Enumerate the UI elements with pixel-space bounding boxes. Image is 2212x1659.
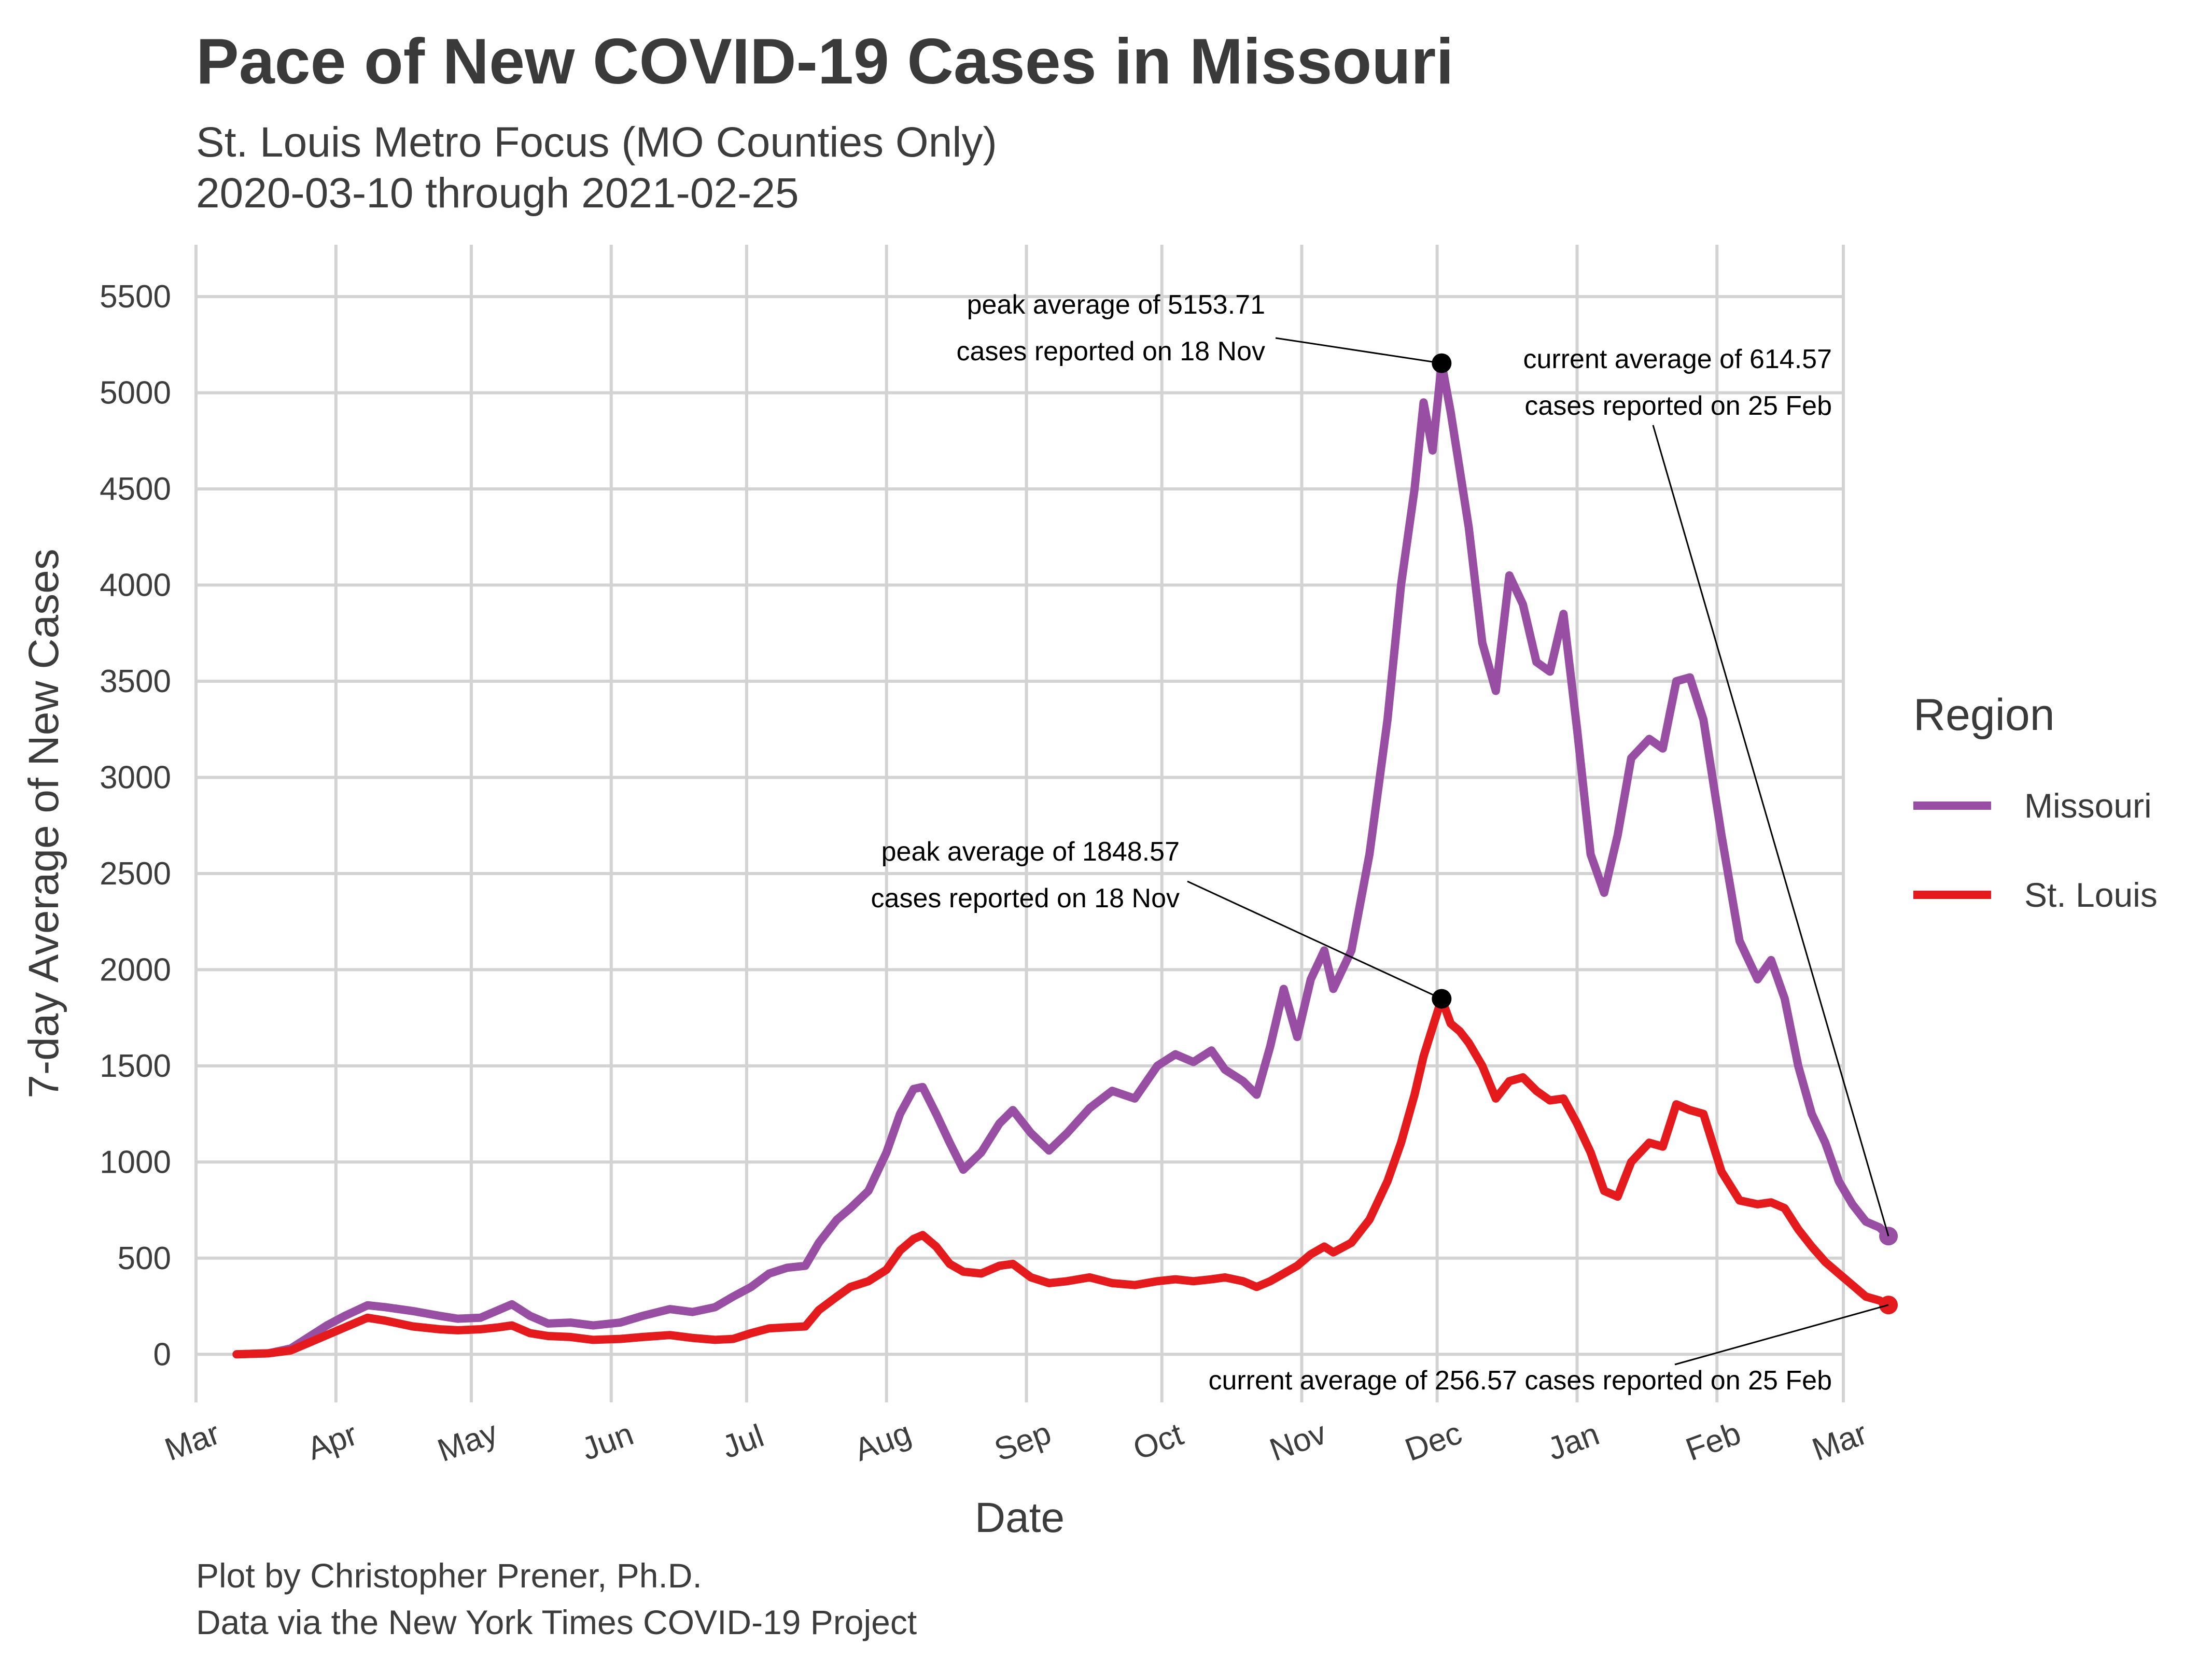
y-tick-label: 2500	[100, 856, 171, 892]
x-tick-label: Sep	[990, 1415, 1056, 1468]
y-tick-label: 0	[153, 1337, 171, 1372]
y-axis: 0 500 1000 1500 2000 2500 3000 3500 4000 4500 5000…	[100, 279, 171, 1372]
annotation-label: cases reported on 18 Nov	[871, 883, 1180, 913]
legend-key-st-louis	[1913, 891, 1991, 899]
x-tick-label: Jul	[718, 1418, 768, 1466]
annotation-label: peak average of 1848.57	[881, 837, 1180, 867]
chart-caption: Plot by Christopher Prener, Ph.D. Data v…	[196, 1552, 917, 1646]
caption-line-1: Plot by Christopher Prener, Ph.D.	[196, 1556, 702, 1595]
x-tick-label: Mar	[1808, 1415, 1872, 1468]
x-tick-label: Jun	[577, 1416, 638, 1467]
y-tick-label: 500	[118, 1241, 171, 1276]
annotation-label: peak average of 5153.71	[967, 290, 1265, 320]
annotation-leader	[1275, 337, 1442, 364]
legend-item-st-louis: St. Louis	[1913, 867, 2158, 922]
legend-label-missouri: Missouri	[2024, 786, 2152, 825]
y-tick-label: 3000	[100, 760, 171, 795]
annotation-leader	[1674, 1304, 1889, 1366]
chart-subtitle: St. Louis Metro Focus (MO Counties Only)…	[196, 117, 997, 219]
legend-key-missouri	[1913, 802, 1991, 810]
peak-marker	[1432, 989, 1452, 1009]
annotations: peak average of 5153.71 cases reported on…	[871, 290, 1889, 1396]
legend-item-missouri: Missouri	[1913, 778, 2158, 833]
x-axis: Mar Apr May Jun Jul Aug Sep Oct Nov Dec Jan Feb Mar	[160, 1414, 1872, 1469]
y-axis-title: 7-day Average of New Cases	[20, 549, 67, 1099]
y-tick-label: 4000	[100, 568, 171, 603]
annotation-label: cases reported on 18 Nov	[957, 336, 1265, 367]
x-tick-label: Feb	[1681, 1415, 1745, 1468]
legend: Region Missouri St. Louis	[1913, 690, 2158, 957]
x-tick-label: Mar	[160, 1415, 225, 1468]
series-line-missouri	[232, 359, 1893, 1359]
annotation-label: current average of 614.57	[1523, 344, 1832, 374]
y-tick-label: 3500	[100, 664, 171, 699]
legend-label-st-louis: St. Louis	[2024, 876, 2158, 914]
legend-title: Region	[1913, 690, 2055, 740]
x-tick-label: Oct	[1129, 1416, 1188, 1467]
series-line-st-louis	[232, 994, 1893, 1359]
y-tick-label: 1500	[100, 1048, 171, 1084]
annotation-leader	[1652, 425, 1889, 1236]
x-tick-label: Aug	[850, 1415, 916, 1468]
y-tick-label: 5000	[100, 375, 171, 411]
grid-lines	[194, 245, 1845, 1402]
x-tick-label: Apr	[303, 1416, 362, 1467]
caption-line-2: Data via the New York Times COVID-19 Pro…	[196, 1603, 917, 1641]
subtitle-line-2: 2020-03-10 through 2021-02-25	[196, 170, 799, 217]
x-tick-label: Dec	[1401, 1415, 1466, 1468]
y-tick-label: 4500	[100, 471, 171, 507]
subtitle-line-1: St. Louis Metro Focus (MO Counties Only)	[196, 119, 997, 166]
y-tick-label: 1000	[100, 1144, 171, 1180]
x-axis-title: Date	[975, 1494, 1065, 1541]
x-tick-label: May	[433, 1414, 502, 1469]
peak-marker	[1432, 353, 1452, 373]
y-tick-label: 5500	[100, 279, 171, 315]
annotation-leader	[1187, 880, 1442, 1000]
x-tick-label: Jan	[1543, 1416, 1604, 1467]
annotation-label: current average of 256.57 cases reported…	[1208, 1366, 1832, 1396]
chart-title: Pace of New COVID-19 Cases in Missouri	[196, 26, 1454, 97]
y-tick-label: 2000	[100, 952, 171, 988]
annotation-label: cases reported on 25 Feb	[1524, 391, 1832, 421]
x-tick-label: Nov	[1265, 1415, 1331, 1468]
